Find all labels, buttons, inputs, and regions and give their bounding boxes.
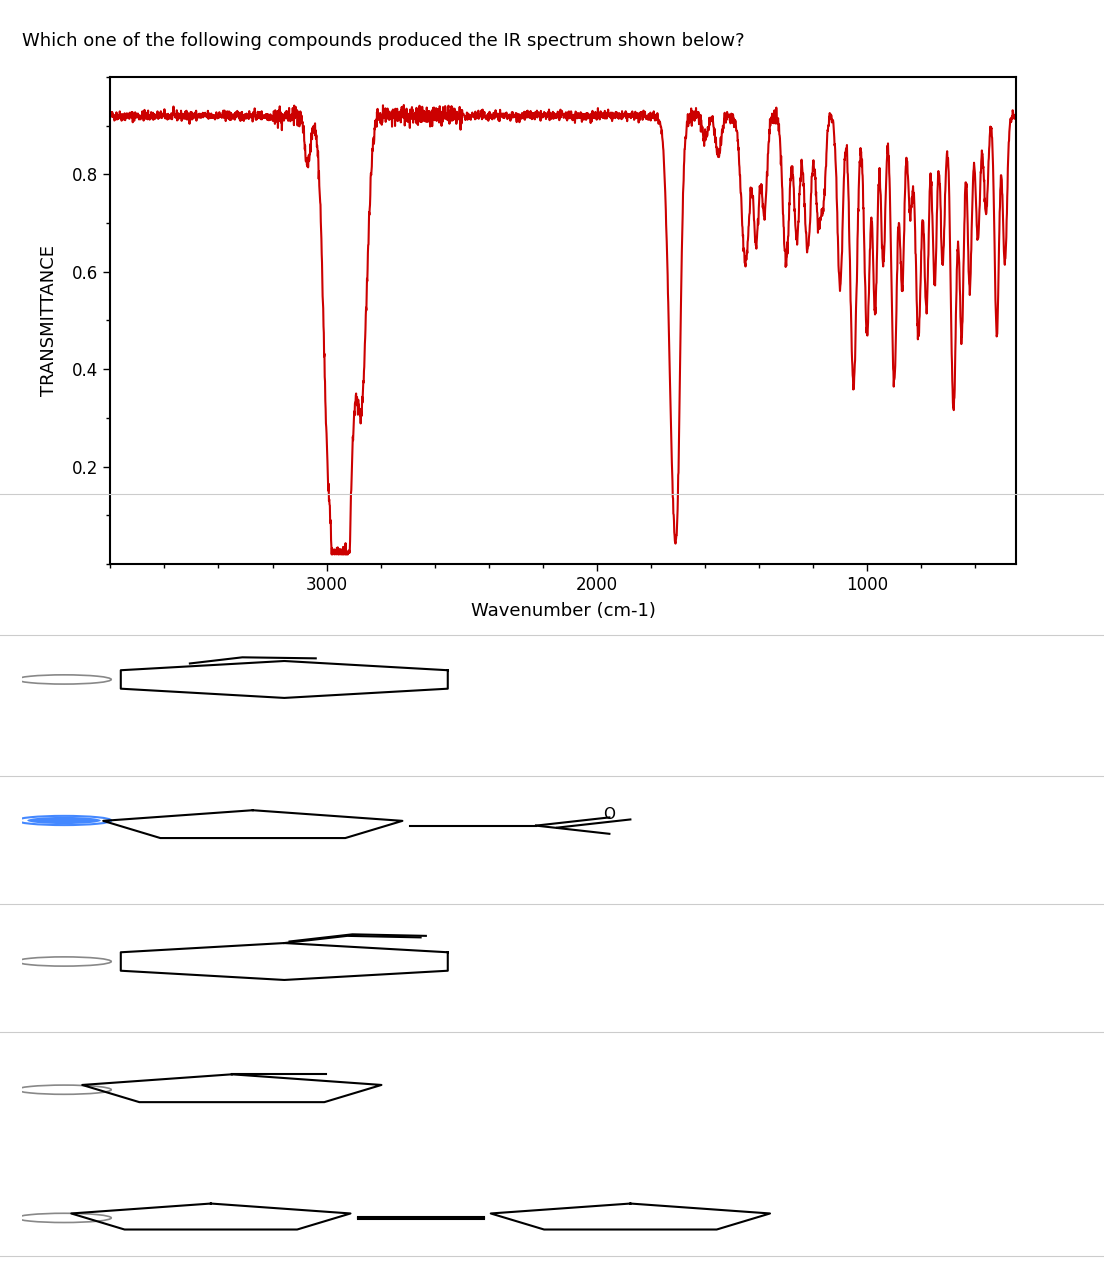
X-axis label: Wavenumber (cm-1): Wavenumber (cm-1) [470,603,656,620]
Y-axis label: TRANSMITTANCE: TRANSMITTANCE [41,245,59,396]
Circle shape [28,817,100,824]
Text: O: O [604,806,615,822]
Text: Which one of the following compounds produced the IR spectrum shown below?: Which one of the following compounds pro… [22,32,745,50]
